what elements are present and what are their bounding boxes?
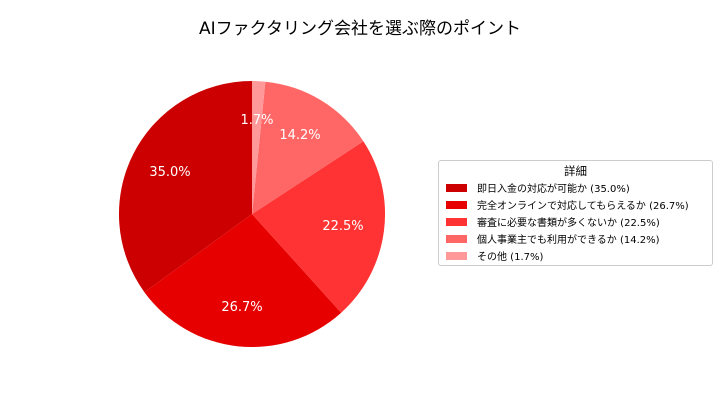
slice-label-14-2: 14.2%: [279, 128, 320, 143]
slice-other: [252, 81, 266, 214]
slice-label-26-7: 26.7%: [221, 300, 262, 315]
legend-swatch: [446, 234, 467, 243]
slice-few-documents: [252, 141, 386, 313]
legend-item: その他 (1.7%): [446, 247, 712, 264]
slice-same-day-payment: [118, 80, 252, 293]
legend-item: 審査に必要な書類が多くないか (22.5%): [446, 213, 712, 230]
slice-fully-online: [144, 214, 342, 348]
legend-label: 審査に必要な書類が多くないか (22.5%): [477, 218, 660, 229]
legend-label: 完全オンラインで対応してもらえるか (26.7%): [477, 201, 689, 212]
slice-sole-proprietor: [252, 81, 364, 214]
legend-item: 個人事業主でも利用ができるか (14.2%): [446, 230, 712, 247]
legend-swatch: [446, 200, 467, 209]
chart-title: AIファクタリング会社を選ぶ際のポイント: [199, 19, 521, 39]
legend-item: 即日入金の対応が可能か (35.0%): [446, 179, 712, 196]
legend: 詳細 即日入金の対応が可能か (35.0%) 完全オンラインで対応してもらえるか…: [438, 160, 713, 266]
legend-item: 完全オンラインで対応してもらえるか (26.7%): [446, 196, 712, 213]
slice-label-1-7: 1.7%: [240, 113, 273, 128]
legend-label: その他 (1.7%): [477, 252, 544, 263]
legend-title: 詳細: [564, 164, 587, 178]
legend-swatch: [446, 217, 467, 226]
legend-swatch: [446, 251, 467, 260]
slice-label-22-5: 22.5%: [322, 219, 363, 234]
slice-label-35: 35.0%: [149, 165, 190, 180]
legend-label: 個人事業主でも利用ができるか (14.2%): [477, 235, 660, 246]
legend-swatch: [446, 183, 467, 192]
legend-label: 即日入金の対応が可能か (35.0%): [477, 184, 630, 195]
